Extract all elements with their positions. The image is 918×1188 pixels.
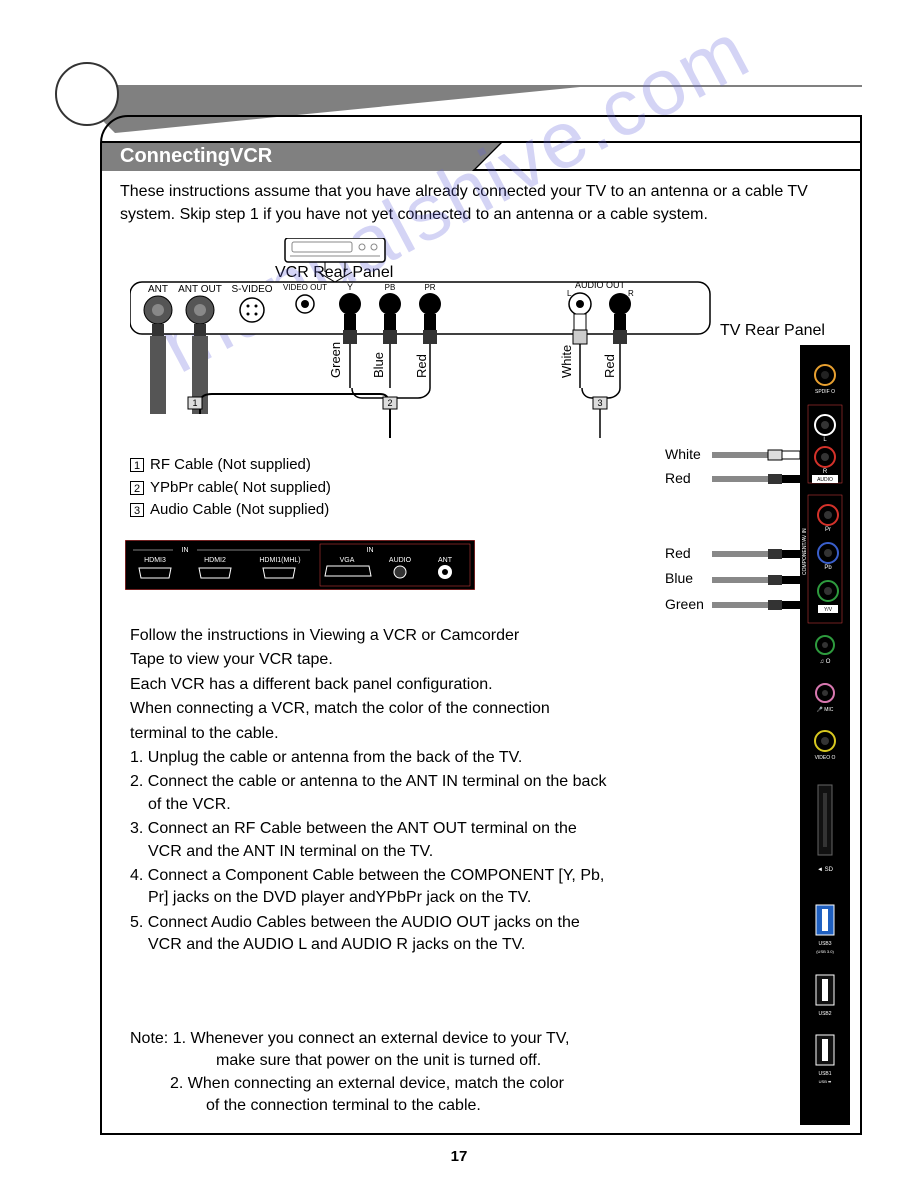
svg-text:White: White	[559, 345, 574, 378]
svg-text:USB1: USB1	[818, 1071, 831, 1077]
svg-text:Pb: Pb	[824, 565, 832, 571]
tv-hdmi-panel: IN HDMI3 HDMI2 HDMI1(MHL) IN VGA AUDIO A…	[125, 540, 475, 590]
step: 4. Connect a Component Cable between the…	[130, 865, 610, 910]
component-plug-blue	[712, 573, 800, 592]
notes-block: Note: 1. Whenever you connect an externa…	[130, 1028, 660, 1118]
instruction-block: Follow the instructions in Viewing a VCR…	[130, 625, 610, 958]
instruction-lead: Follow the instructions in Viewing a VCR…	[130, 625, 610, 647]
svg-text:Green: Green	[328, 342, 343, 378]
svg-text:VIDEO OUT: VIDEO OUT	[283, 283, 327, 292]
cable-color-label: Red	[665, 545, 691, 561]
svg-text:HDMI2: HDMI2	[204, 557, 226, 564]
component-plug-green	[712, 598, 800, 617]
svg-text:S-VIDEO: S-VIDEO	[231, 284, 272, 295]
svg-text:Y/V: Y/V	[824, 607, 833, 613]
svg-text:VGA: VGA	[340, 557, 355, 564]
svg-text:AUDIO: AUDIO	[389, 557, 412, 564]
svg-text:3: 3	[597, 398, 602, 408]
audio-plug-red	[712, 472, 800, 491]
component-plug-red	[712, 547, 800, 566]
svg-text:AUDIO: AUDIO	[817, 477, 833, 483]
svg-text:IN: IN	[182, 547, 189, 554]
step: 1. Unplug the cable or antenna from the …	[130, 747, 610, 769]
legend-item: 1 RF Cable (Not supplied)	[130, 454, 331, 477]
note-text: make sure that power on the unit is turn…	[130, 1050, 660, 1072]
svg-text:USB ⬌: USB ⬌	[819, 1079, 832, 1084]
svg-text:COMPONENT/AV IN: COMPONENT/AV IN	[802, 528, 808, 575]
svg-text:USB3: USB3	[818, 941, 831, 947]
instruction-lead: Each VCR has a different back panel conf…	[130, 674, 610, 696]
section-title: ConnectingVCR	[120, 145, 272, 168]
instruction-lead: When connecting a VCR, match the color o…	[130, 698, 610, 720]
svg-text:Blue: Blue	[371, 352, 386, 378]
note-text: of the connection terminal to the cable.	[130, 1095, 660, 1117]
svg-text:1: 1	[192, 398, 197, 408]
header-circle-icon	[55, 62, 119, 126]
svg-text:Red: Red	[414, 354, 429, 378]
svg-text:USB2: USB2	[818, 1011, 831, 1017]
svg-text:AUDIO OUT: AUDIO OUT	[575, 280, 626, 290]
cable-color-label: White	[665, 446, 701, 462]
note-label: Note:	[130, 1030, 168, 1047]
legend-item: 2 YPbPr cable( Not supplied)	[130, 477, 331, 500]
svg-text:Pr: Pr	[825, 527, 831, 533]
svg-text:2: 2	[387, 398, 392, 408]
legend-num: 2	[130, 481, 144, 495]
svg-text:Y: Y	[347, 282, 353, 292]
svg-text:R: R	[823, 469, 828, 475]
svg-text:R: R	[628, 289, 634, 298]
page-number: 17	[0, 1148, 918, 1165]
note-text: 2. When connecting an external device, m…	[130, 1073, 660, 1095]
legend-num: 3	[130, 503, 144, 517]
svg-text:ANT: ANT	[438, 557, 453, 564]
legend-item: 3 Audio Cable (Not supplied)	[130, 499, 331, 522]
svg-text:VIDEO O: VIDEO O	[815, 755, 836, 761]
svg-text:Red: Red	[602, 354, 617, 378]
svg-text:◄ SD: ◄ SD	[817, 867, 834, 873]
note-text: 1. Whenever you connect an external devi…	[173, 1030, 570, 1047]
svg-text:IN: IN	[367, 547, 374, 554]
cable-color-label: Blue	[665, 570, 693, 586]
cable-color-label: Red	[665, 470, 691, 486]
svg-text:(USB 3.0): (USB 3.0)	[816, 949, 834, 954]
svg-text:PB: PB	[385, 283, 396, 292]
intro-paragraph: These instructions assume that you have …	[120, 180, 820, 226]
svg-text:♫ O: ♫ O	[820, 659, 831, 665]
cable-color-label: Green	[665, 596, 704, 612]
note: Note: 1. Whenever you connect an externa…	[130, 1028, 660, 1050]
step: 5. Connect Audio Cables between the AUDI…	[130, 912, 610, 957]
svg-text:HDMI1(MHL): HDMI1(MHL)	[259, 557, 300, 564]
instruction-lead: terminal to the cable.	[130, 723, 610, 745]
tv-side-panel: SPDIF O L R AUDIO COMPONENT/AV IN Pr Pb …	[800, 345, 850, 1125]
cable-legend: 1 RF Cable (Not supplied) 2 YPbPr cable( N…	[130, 454, 331, 522]
svg-text:ANT OUT: ANT OUT	[178, 284, 222, 295]
tv-rear-panel-label: TV Rear Panel	[720, 322, 825, 340]
svg-text:HDMI3: HDMI3	[144, 557, 166, 564]
audio-plug-white	[712, 448, 800, 467]
svg-text:🎤 MIC: 🎤 MIC	[817, 706, 834, 713]
svg-text:ANT: ANT	[148, 284, 168, 295]
svg-text:L: L	[567, 289, 572, 298]
legend-num: 1	[130, 458, 144, 472]
legend-text: YPbPr cable( Not supplied)	[150, 479, 331, 496]
vcr-rear-diagram: ANT ANT OUT S-VIDEO VIDEO OUT Y PB PR CO…	[130, 238, 735, 443]
step: 2. Connect the cable or antenna to the A…	[130, 771, 610, 816]
svg-text:SPDIF O: SPDIF O	[815, 389, 835, 395]
legend-text: RF Cable (Not supplied)	[150, 456, 311, 473]
legend-text: Audio Cable (Not supplied)	[150, 501, 329, 518]
step: 3. Connect an RF Cable between the ANT O…	[130, 818, 610, 863]
instruction-lead: Tape to view your VCR tape.	[130, 649, 610, 671]
svg-text:PR: PR	[424, 283, 435, 292]
